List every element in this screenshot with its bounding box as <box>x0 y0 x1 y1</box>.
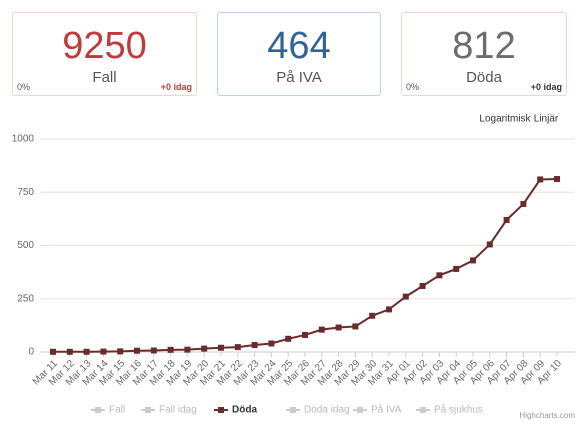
marker <box>50 348 56 355</box>
marker <box>554 176 560 183</box>
legend-label: Fall <box>109 405 125 416</box>
y-tick-label: 1000 <box>12 134 35 145</box>
marker <box>318 326 325 333</box>
marker <box>386 306 392 313</box>
legend-label: Fall idag <box>159 405 197 416</box>
marker <box>117 348 124 355</box>
marker <box>453 265 460 272</box>
marker <box>167 346 174 353</box>
stat-card: 9250 Fall 0% +0 idag <box>12 12 197 96</box>
marker <box>537 176 544 183</box>
marker <box>436 272 443 279</box>
legend-marker <box>145 407 151 413</box>
stat-card: 464 På IVA <box>217 12 381 96</box>
marker <box>335 324 342 331</box>
marker <box>486 241 493 248</box>
stat-value: 9250 <box>62 25 147 67</box>
marker <box>83 348 90 355</box>
marker <box>66 348 73 355</box>
stat-percent: 0% <box>406 82 420 92</box>
marker <box>134 347 140 354</box>
marker <box>234 344 241 351</box>
marker <box>352 323 359 330</box>
marker <box>503 216 510 223</box>
stat-value: 464 <box>267 25 331 67</box>
legend-marker <box>420 407 426 413</box>
log-button[interactable]: Logaritmisk <box>479 114 531 125</box>
stat-label: Fall <box>92 69 117 86</box>
y-tick-label: 0 <box>28 347 34 358</box>
marker <box>470 257 476 264</box>
marker <box>251 341 258 348</box>
stat-label: På IVA <box>276 69 322 86</box>
line <box>53 178 558 353</box>
marker <box>369 312 376 319</box>
stat-label: Döda <box>466 69 502 86</box>
legend-label: Döda <box>232 405 257 416</box>
marker <box>419 282 426 289</box>
marker <box>402 293 409 300</box>
marker <box>520 200 527 207</box>
stat-card: 812 Döda 0% +0 idag <box>401 12 567 96</box>
y-tick-label: 250 <box>17 293 34 304</box>
marker <box>268 340 275 347</box>
legend-label: På sjukhus <box>434 404 483 416</box>
legend-marker <box>95 407 101 413</box>
legend-marker <box>290 407 296 413</box>
marker <box>302 331 308 338</box>
stat-percent: 0% <box>17 82 31 92</box>
marker <box>150 347 157 354</box>
marker <box>100 348 107 355</box>
linear-button[interactable]: Linjär <box>534 114 559 125</box>
legend-label: På IVA <box>371 404 402 416</box>
marker <box>285 335 292 342</box>
y-tick-label: 750 <box>17 187 34 198</box>
legend-marker <box>218 407 224 413</box>
marker <box>184 346 191 353</box>
stat-today: +0 idag <box>530 82 562 92</box>
stat-value: 812 <box>452 25 516 67</box>
y-tick-label: 500 <box>17 240 34 251</box>
stat-today: +0 idag <box>160 82 192 92</box>
marker <box>218 344 224 351</box>
credit: Highcharts.com <box>519 411 575 420</box>
legend-label: Döda idag <box>304 405 350 416</box>
marker <box>201 345 208 352</box>
legend-marker <box>357 407 363 413</box>
